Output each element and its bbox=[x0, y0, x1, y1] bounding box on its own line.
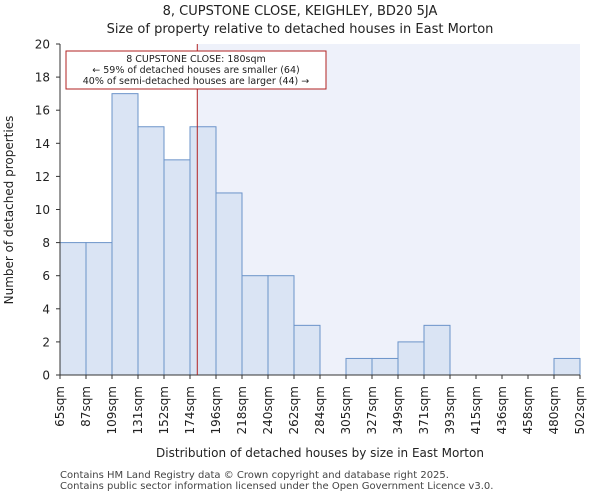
annotation-line-2: ← 59% of detached houses are smaller (64… bbox=[92, 65, 299, 76]
x-tick-label: 218sqm bbox=[235, 386, 249, 434]
chart-title: 8, CUPSTONE CLOSE, KEIGHLEY, BD20 5JA bbox=[163, 4, 438, 19]
y-axis-label: Number of detached properties bbox=[2, 116, 16, 305]
y-ticks-group: 0 2 4 6 8 10 12 14 16 18 20 bbox=[35, 38, 60, 383]
bar-327sqm bbox=[371, 357, 399, 376]
bars-group bbox=[59, 93, 581, 376]
x-tick-label: 284sqm bbox=[313, 386, 327, 434]
bar-152sqm bbox=[163, 159, 191, 376]
x-tick-label: 480sqm bbox=[547, 386, 561, 434]
y-tick-label: 12 bbox=[35, 170, 50, 184]
y-tick-label: 14 bbox=[35, 137, 50, 151]
x-tick-label: 109sqm bbox=[105, 386, 119, 434]
bar-305sqm bbox=[345, 357, 373, 376]
footer-licence: Contains public sector information licen… bbox=[60, 481, 494, 492]
x-tick-label: 349sqm bbox=[391, 386, 405, 434]
bar-262sqm bbox=[293, 324, 321, 376]
x-tick-label: 305sqm bbox=[339, 386, 353, 434]
x-tick-label: 65sqm bbox=[53, 386, 67, 427]
bar-87sqm bbox=[85, 242, 113, 376]
x-tick-label: 393sqm bbox=[443, 386, 457, 434]
bar-131sqm bbox=[137, 126, 165, 376]
x-tick-label: 174sqm bbox=[183, 386, 197, 434]
annotation-border bbox=[65, 50, 327, 90]
x-tick-label: 87sqm bbox=[79, 386, 93, 427]
bar-109sqm bbox=[111, 93, 139, 376]
x-tick-label: 371sqm bbox=[417, 386, 431, 434]
y-tick-label: 4 bbox=[42, 302, 50, 316]
y-tick-label: 10 bbox=[35, 203, 50, 217]
y-tick-label: 18 bbox=[35, 71, 50, 85]
x-tick-label: 327sqm bbox=[365, 386, 379, 434]
y-tick-label: 2 bbox=[42, 335, 50, 349]
bar-196sqm bbox=[215, 192, 243, 376]
x-ticks-group: 65sqm 87sqm 109sqm 131sqm 152sqm 174sqm 196sqm… bbox=[53, 375, 587, 434]
x-tick-label: 436sqm bbox=[495, 386, 509, 434]
x-tick-label: 262sqm bbox=[287, 386, 301, 434]
bar-480sqm bbox=[553, 357, 581, 376]
y-tick-label: 6 bbox=[42, 269, 50, 283]
bar-349sqm bbox=[397, 341, 425, 376]
x-axis-label: Distribution of detached houses by size … bbox=[156, 446, 484, 460]
x-tick-label: 240sqm bbox=[261, 386, 275, 434]
x-tick-label: 415sqm bbox=[469, 386, 483, 434]
annotation-line-3: 40% of semi-detached houses are larger (… bbox=[83, 76, 310, 87]
bar-174sqm bbox=[189, 126, 217, 376]
x-tick-label: 502sqm bbox=[573, 386, 587, 434]
x-tick-label: 131sqm bbox=[131, 386, 145, 434]
bar-218sqm bbox=[241, 275, 269, 376]
bar-65sqm bbox=[59, 242, 87, 376]
y-tick-label: 20 bbox=[35, 38, 50, 52]
annotation-box: 8 CUPSTONE CLOSE: 180sqm ← 59% of detach… bbox=[65, 50, 327, 90]
y-tick-label: 16 bbox=[35, 104, 50, 118]
chart-subtitle: Size of property relative to detached ho… bbox=[107, 22, 494, 37]
bar-240sqm bbox=[267, 275, 295, 376]
footer-copyright: Contains HM Land Registry data © Crown c… bbox=[60, 470, 449, 481]
bar-371sqm bbox=[423, 324, 451, 376]
x-tick-label: 196sqm bbox=[209, 386, 223, 434]
annotation-line-1: 8 CUPSTONE CLOSE: 180sqm bbox=[126, 54, 266, 65]
y-tick-label: 0 bbox=[42, 369, 50, 383]
x-tick-label: 458sqm bbox=[521, 386, 535, 434]
x-tick-label: 152sqm bbox=[157, 386, 171, 434]
y-tick-label: 8 bbox=[42, 236, 50, 250]
